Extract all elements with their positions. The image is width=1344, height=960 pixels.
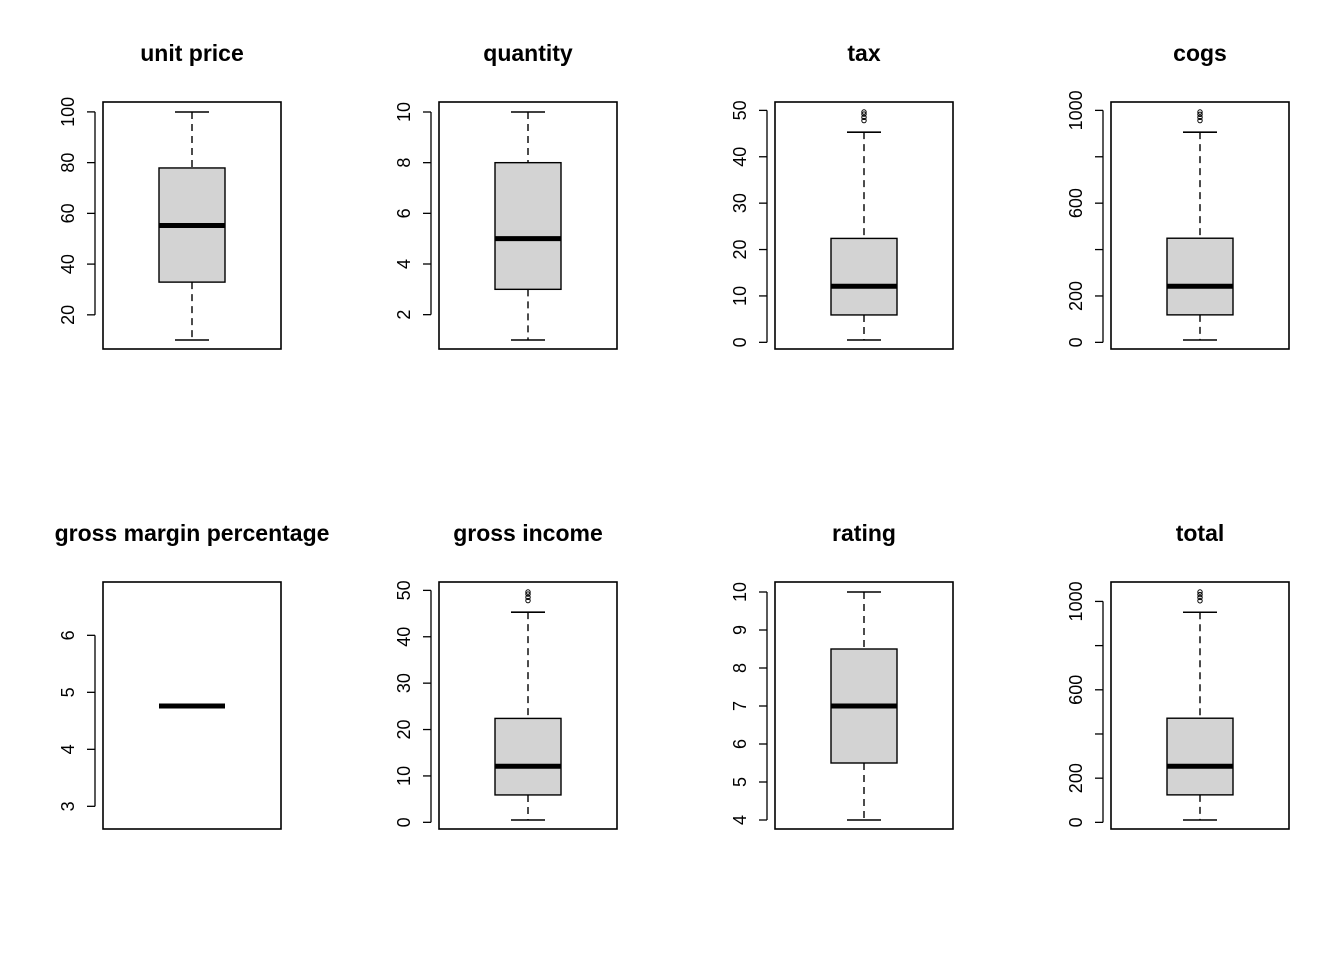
outlier-point — [1197, 109, 1203, 115]
boxplot-panel: cogs 0 200 600 1000 — [1066, 40, 1290, 350]
y-tick-label: 200 — [1066, 281, 1086, 311]
iqr-box — [1166, 237, 1234, 316]
y-tick-label: 6 — [730, 739, 750, 749]
outlier-point — [1197, 111, 1203, 118]
y-tick-label: 4 — [394, 259, 414, 269]
boxplot-panel: unit price 20 40 60 80 100 — [58, 40, 282, 350]
y-tick-label: 600 — [1066, 675, 1086, 705]
y-tick-label: 0 — [1066, 337, 1086, 347]
y-tick-label: 5 — [58, 687, 78, 697]
plot-frame — [1110, 101, 1290, 350]
y-tick-label: 0 — [1066, 817, 1086, 827]
y-tick-label: 10 — [394, 766, 414, 786]
outlier-point — [525, 591, 531, 597]
y-tick-label: 8 — [730, 663, 750, 673]
y-tick-label: 4 — [58, 744, 78, 754]
y-tick-label: 7 — [730, 701, 750, 711]
plot-frame — [774, 581, 954, 830]
outlier-point — [861, 114, 867, 121]
plot-frame — [1110, 581, 1290, 830]
y-tick-label: 40 — [394, 627, 414, 647]
y-tick-label: 9 — [730, 625, 750, 635]
y-tick-label: 20 — [730, 240, 750, 260]
plot-frame — [774, 101, 954, 350]
boxplot-panel: gross margin percentage 3 4 5 6 — [55, 520, 330, 830]
y-tick-label: 2 — [394, 310, 414, 320]
y-tick-label: 20 — [394, 720, 414, 740]
outlier-point — [861, 117, 867, 124]
y-tick-label: 10 — [394, 102, 414, 122]
y-tick-label: 10 — [730, 582, 750, 602]
outlier-point — [861, 111, 867, 117]
y-tick-label: 1000 — [1066, 581, 1086, 621]
iqr-box — [1166, 717, 1234, 796]
outlier-point — [1197, 591, 1203, 598]
outlier-point — [525, 594, 531, 601]
plot-frame — [438, 101, 618, 350]
y-tick-label: 60 — [58, 203, 78, 223]
y-tick-label: 20 — [58, 305, 78, 325]
y-tick-label: 4 — [730, 815, 750, 825]
y-tick-label: 10 — [730, 286, 750, 306]
chart-title: unit price — [140, 40, 244, 66]
chart-title: gross income — [453, 520, 603, 546]
y-tick-label: 6 — [58, 630, 78, 640]
iqr-box — [494, 161, 562, 291]
y-tick-label: 0 — [730, 337, 750, 347]
iqr-box — [494, 717, 562, 796]
y-tick-label: 40 — [58, 254, 78, 274]
y-tick-label: 600 — [1066, 188, 1086, 218]
boxplot-panel: gross income 0 10 20 30 40 50 — [394, 520, 618, 830]
chart-title: rating — [832, 520, 896, 546]
chart-title: quantity — [483, 40, 573, 66]
boxplot-panel: total 0 200 600 1000 — [1066, 520, 1290, 830]
plot-frame — [102, 581, 282, 830]
y-tick-label: 50 — [394, 580, 414, 600]
outlier-point — [1197, 598, 1203, 604]
y-tick-label: 30 — [730, 193, 750, 213]
iqr-box — [830, 237, 898, 316]
outlier-point — [525, 597, 531, 604]
y-tick-label: 30 — [394, 673, 414, 693]
outlier-point — [1197, 594, 1203, 601]
outlier-point — [1197, 117, 1203, 124]
chart-title: tax — [847, 40, 880, 66]
y-tick-label: 0 — [394, 817, 414, 827]
boxplot-panel: tax 0 10 20 30 40 50 — [730, 40, 954, 350]
y-tick-label: 40 — [730, 147, 750, 167]
plot-frame — [438, 581, 618, 830]
chart-title: cogs — [1173, 40, 1227, 66]
outlier-point — [861, 109, 867, 115]
y-tick-label: 3 — [58, 801, 78, 811]
y-tick-label: 1000 — [1066, 90, 1086, 130]
outlier-point — [1197, 589, 1203, 595]
y-tick-label: 100 — [58, 97, 78, 127]
y-tick-label: 50 — [730, 100, 750, 120]
y-tick-label: 6 — [394, 208, 414, 218]
outlier-point — [525, 589, 531, 595]
y-tick-label: 8 — [394, 158, 414, 168]
chart-title: total — [1176, 520, 1225, 546]
y-tick-label: 5 — [730, 777, 750, 787]
plot-frame — [102, 101, 282, 350]
boxplot-panel: rating 4 5 6 7 8 9 10 — [730, 520, 954, 830]
outlier-point — [1197, 114, 1203, 121]
y-tick-label: 200 — [1066, 763, 1086, 793]
y-tick-label: 80 — [58, 153, 78, 173]
chart-title: gross margin percentage — [55, 520, 330, 546]
boxplot-panel: quantity 2 4 6 8 10 — [394, 40, 618, 350]
